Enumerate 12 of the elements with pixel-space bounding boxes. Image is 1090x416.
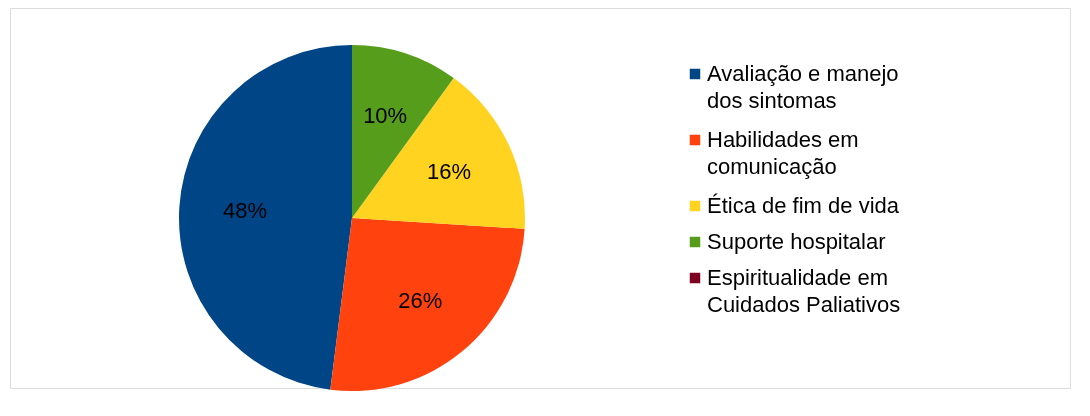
data-label: 48% — [222, 198, 267, 224]
legend-label: Ética de fim de vida — [707, 193, 900, 218]
legend-label: Habilidades em comunicação — [707, 127, 859, 179]
data-label: 16% — [427, 159, 472, 185]
pie-slice — [352, 78, 525, 229]
pie-slice — [330, 218, 525, 391]
legend-label: Suporte hospitalar — [707, 229, 886, 254]
pie-slice — [179, 45, 352, 390]
legend-label: Avaliação e manejo dos sintomas — [707, 61, 899, 113]
data-label: 26% — [398, 287, 443, 313]
legend-label: Espiritualidade em Cuidados Paliativos — [707, 265, 901, 317]
data-label: 10% — [363, 102, 408, 128]
